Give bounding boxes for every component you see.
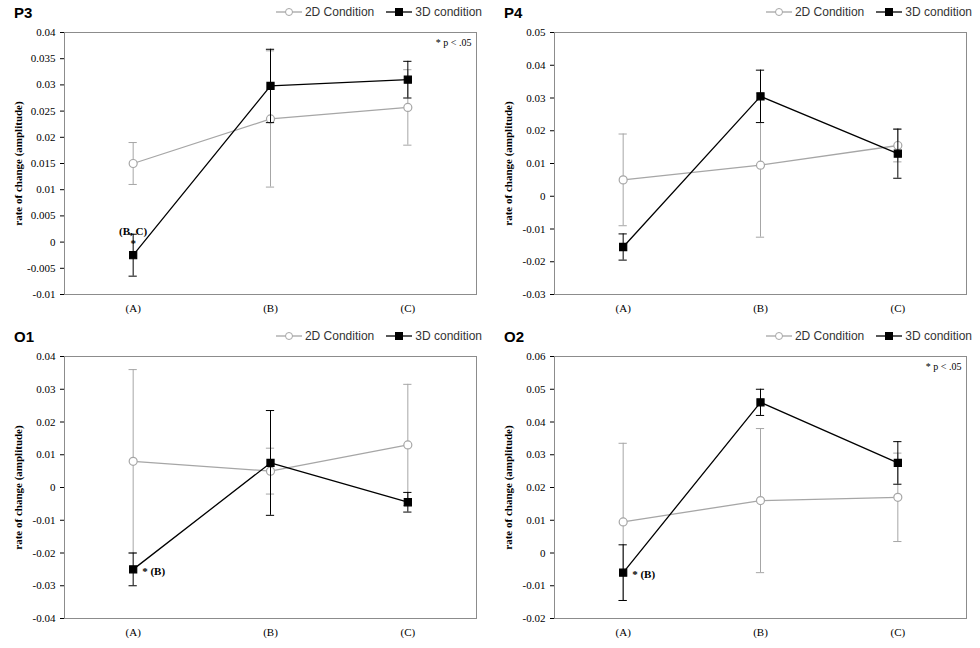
svg-text:* (B): * (B) — [632, 568, 655, 581]
html-text:2D Condition: 2D Condition — [794, 5, 865, 19]
svg-text:-0.01: -0.01 — [33, 288, 56, 300]
svg-text:0.05: 0.05 — [526, 26, 546, 38]
html-text:P4: P4 — [504, 3, 523, 21]
svg-text:-0.01: -0.01 — [33, 514, 56, 526]
svg-text:*: * — [130, 237, 136, 249]
svg-text:* p < .05: * p < .05 — [926, 361, 962, 372]
html-text:P3: P3 — [14, 3, 33, 21]
svg-text:(A): (A) — [126, 302, 142, 315]
svg-text:0.03: 0.03 — [36, 78, 56, 90]
svg-text:(B): (B) — [753, 626, 768, 639]
svg-text:0: 0 — [540, 190, 546, 202]
svg-text:-0.02: -0.02 — [523, 255, 546, 267]
svg-text:rate of change (amplitude): rate of change (amplitude) — [12, 425, 25, 550]
svg-text:-0.04: -0.04 — [33, 612, 56, 624]
svg-text:(C): (C) — [400, 626, 415, 639]
svg-text:-0.005: -0.005 — [27, 262, 56, 274]
svg-text:(B): (B) — [753, 302, 768, 315]
svg-text:0.02: 0.02 — [36, 131, 55, 143]
svg-text:(A): (A) — [616, 626, 632, 639]
svg-text:0.005: 0.005 — [31, 209, 56, 221]
svg-text:-0.02: -0.02 — [523, 612, 546, 624]
svg-text:-0.03: -0.03 — [33, 579, 56, 591]
svg-text:0.03: 0.03 — [36, 383, 56, 395]
html-text:3D condition: 3D condition — [415, 329, 482, 343]
svg-text:* p < .05: * p < .05 — [436, 37, 472, 48]
svg-text:(C): (C) — [400, 302, 415, 315]
svg-text:0.06: 0.06 — [526, 350, 546, 362]
svg-text:0.02: 0.02 — [526, 124, 545, 136]
html-text:O2: O2 — [504, 327, 524, 345]
svg-text:(B, C): (B, C) — [119, 225, 147, 238]
svg-text:0.01: 0.01 — [36, 183, 55, 195]
svg-text:rate of change (amplitude): rate of change (amplitude) — [502, 101, 515, 226]
svg-text:0.04: 0.04 — [36, 350, 56, 362]
html-text:3D condition: 3D condition — [905, 329, 972, 343]
svg-text:-0.02: -0.02 — [33, 547, 56, 559]
html-text:O1: O1 — [14, 327, 34, 345]
svg-text:* (B): * (B) — [142, 565, 165, 578]
svg-text:0.03: 0.03 — [526, 92, 546, 104]
svg-text:0.025: 0.025 — [31, 105, 56, 117]
html-text:3D condition: 3D condition — [415, 5, 482, 19]
svg-text:-0.01: -0.01 — [523, 579, 546, 591]
svg-text:(A): (A) — [616, 302, 632, 315]
svg-text:0.03: 0.03 — [526, 448, 546, 460]
svg-text:0.02: 0.02 — [36, 416, 55, 428]
svg-text:0.04: 0.04 — [36, 26, 56, 38]
svg-text:0.02: 0.02 — [526, 481, 545, 493]
svg-text:0: 0 — [50, 236, 56, 248]
svg-text:(B): (B) — [263, 302, 278, 315]
svg-text:0.04: 0.04 — [526, 416, 546, 428]
svg-text:0.01: 0.01 — [526, 157, 545, 169]
html-text:2D Condition: 2D Condition — [304, 329, 375, 343]
svg-text:(A): (A) — [126, 626, 142, 639]
html-text:2D Condition: 2D Condition — [794, 329, 865, 343]
svg-text:-0.03: -0.03 — [523, 288, 546, 300]
svg-text:rate of change (amplitude): rate of change (amplitude) — [12, 101, 25, 226]
svg-text:0.01: 0.01 — [36, 448, 55, 460]
svg-text:0: 0 — [50, 481, 56, 493]
svg-text:0: 0 — [540, 547, 546, 559]
html-text:3D condition: 3D condition — [905, 5, 972, 19]
svg-text:0.04: 0.04 — [526, 59, 546, 71]
svg-text:(C): (C) — [890, 626, 905, 639]
html-text:2D Condition: 2D Condition — [304, 5, 375, 19]
svg-text:0.01: 0.01 — [526, 514, 545, 526]
svg-text:0.015: 0.015 — [31, 157, 56, 169]
svg-text:0.05: 0.05 — [526, 383, 546, 395]
svg-text:0.035: 0.035 — [31, 52, 56, 64]
svg-text:(B): (B) — [263, 626, 278, 639]
svg-text:rate of change (amplitude): rate of change (amplitude) — [502, 425, 515, 550]
svg-text:(C): (C) — [890, 302, 905, 315]
svg-text:-0.01: -0.01 — [523, 223, 546, 235]
